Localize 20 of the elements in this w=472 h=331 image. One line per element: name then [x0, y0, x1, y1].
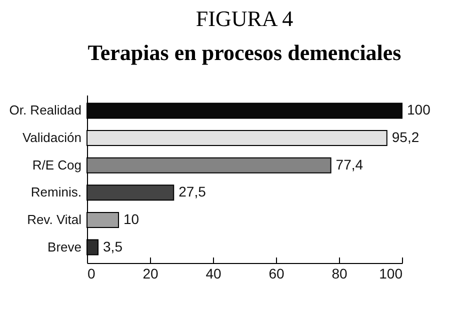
y-tick-label: Breve [48, 239, 82, 254]
x-tick-label: 0 [88, 266, 96, 282]
x-tick-label: 80 [332, 266, 348, 282]
data-label: 27,5 [178, 184, 206, 200]
y-tick-label: R/E Cog [32, 157, 82, 172]
y-tick-label: Reminis. [30, 184, 82, 200]
data-label: 10 [124, 210, 140, 227]
x-tick-label: 40 [206, 266, 222, 282]
y-tick-label: Or. Realidad [9, 102, 82, 118]
chart-subtitle: Terapias en procesos demenciales [88, 40, 402, 65]
data-label: 95,2 [392, 129, 420, 146]
data-label: 77,4 [336, 156, 364, 172]
y-tick-label: Validación [22, 130, 82, 146]
data-label: 3,5 [103, 238, 123, 254]
chart-title: FIGURA 4 [196, 6, 294, 31]
data-label: 100 [407, 102, 431, 118]
x-tick-label: 60 [268, 266, 284, 282]
x-tick-label: 20 [142, 266, 158, 282]
x-tick-label: 100 [379, 266, 403, 282]
y-tick-label: Rev. Vital [27, 212, 82, 227]
